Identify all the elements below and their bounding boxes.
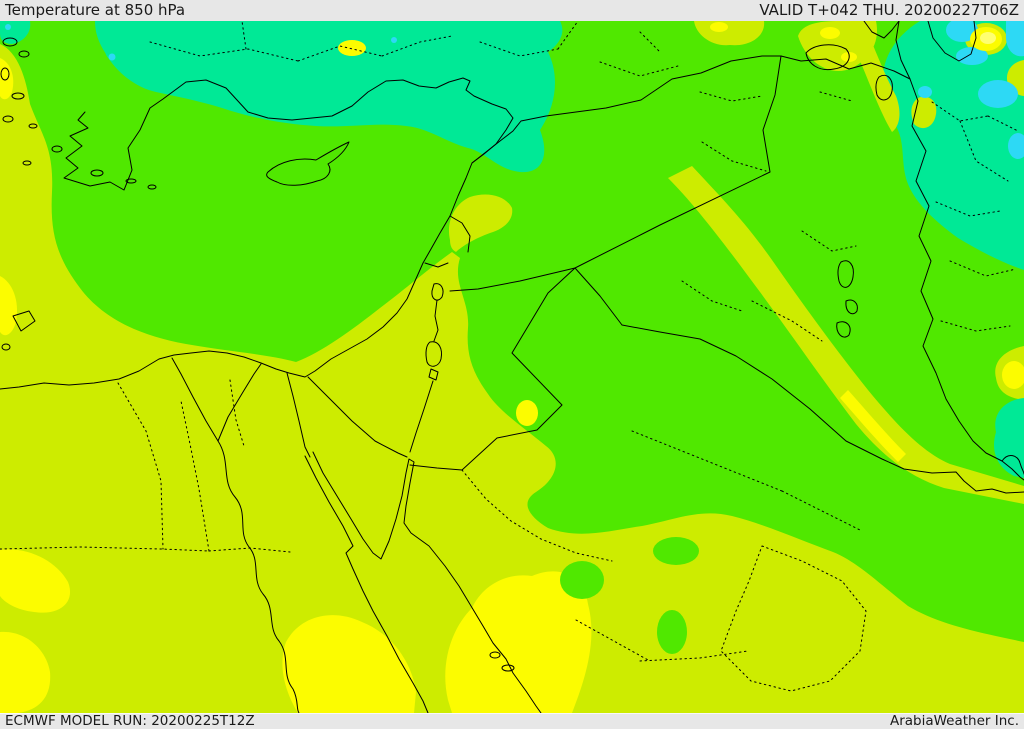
iraq-iran-border [780, 55, 1024, 481]
aegean-island [0, 67, 10, 81]
field-cyan [5, 18, 1024, 159]
syria-jordan-border [449, 267, 576, 292]
lake-van [805, 44, 850, 71]
turkey-iran-border [895, 20, 911, 80]
mediterranean-coastline [0, 77, 514, 390]
aegean-island [22, 160, 32, 166]
syria-iraq-border [574, 55, 782, 269]
aegean-island [51, 145, 63, 153]
coastlines-borders [0, 20, 1024, 714]
jordan-saudi-border [409, 267, 576, 471]
footer-bar: ECMWF MODEL RUN: 20200225T12Z ArabiaWeat… [0, 713, 1024, 729]
caspian-coast [927, 20, 977, 62]
attribution-label: ArabiaWeather Inc. [889, 712, 1019, 729]
jordan-river [433, 299, 439, 342]
aegean-island [147, 184, 157, 190]
lake-tharthar [837, 260, 854, 288]
suez-canal [286, 372, 311, 458]
page-title: Temperature at 850 hPa [5, 1, 186, 19]
lebanon-border [424, 215, 471, 268]
armenia-border [863, 20, 900, 39]
lake-urmia [875, 74, 893, 101]
dead-sea [425, 341, 442, 381]
valid-time-label: VALID T+042 THU. 20200227T06Z [759, 1, 1019, 19]
rhodes-island [12, 310, 36, 332]
field-yellow [0, 22, 1024, 713]
jordan-iraq-border [574, 267, 623, 326]
aegean-island [18, 50, 30, 58]
aegean-island [1, 343, 11, 351]
red-sea-african-coast [304, 455, 429, 714]
aegean-island [90, 169, 104, 177]
sea-of-galilee [431, 283, 444, 301]
tiran-island [489, 651, 501, 659]
lake-razazza [836, 321, 851, 338]
aegean-island [2, 37, 18, 47]
nile-delta [171, 357, 262, 442]
iraq-saudi-kuwait-border [621, 324, 1024, 494]
red-sea-island [501, 664, 515, 672]
aegean-island [2, 115, 14, 123]
aegean-island [125, 178, 137, 184]
sinai-aqaba-arabian-coast [312, 451, 542, 714]
turkey-syria-border [471, 55, 782, 164]
israel-jordan-border [409, 380, 434, 453]
cyprus-outline [266, 141, 350, 186]
lake-habbaniyah [845, 299, 858, 315]
egypt-israel-border [307, 376, 408, 458]
header-bar: Temperature at 850 hPa VALID T+042 THU. … [0, 0, 1024, 21]
aegean-island [11, 92, 25, 100]
nile-river [217, 440, 300, 714]
aegean-island [28, 123, 38, 129]
model-run-label: ECMWF MODEL RUN: 20200225T12Z [5, 712, 255, 729]
field-green-islands [560, 537, 699, 654]
admin-boundaries [0, 20, 1019, 692]
field-bright-yellow [980, 32, 996, 44]
